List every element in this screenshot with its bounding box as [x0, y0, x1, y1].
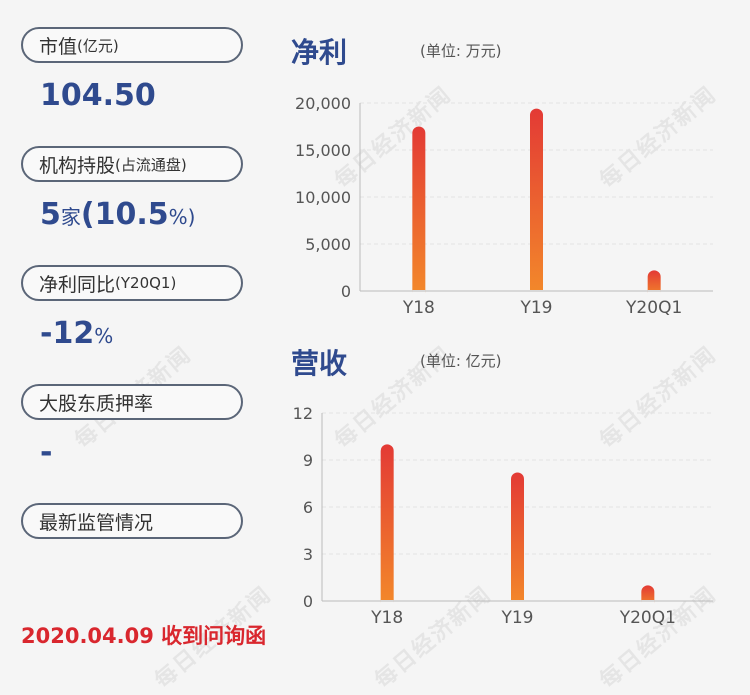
- institution-count-unit: 家: [60, 205, 81, 229]
- y-tick-label: 10,000: [295, 188, 351, 207]
- inquiry-notice: 2020.04.09 收到问询函: [21, 624, 267, 648]
- bar-base-mask: [380, 600, 394, 613]
- x-tick-label: Y18: [402, 298, 435, 318]
- x-tick-label: Y19: [519, 298, 552, 318]
- profit-yoy-label-text: 净利同比: [39, 273, 116, 296]
- profit-chart: 0 5,000 10,000 15,000 20,000 Y18 Y19 Y20Q1: [295, 94, 713, 318]
- bar-base-mask: [412, 290, 426, 303]
- institution-holding-label-sub: (占流通盘): [115, 155, 187, 174]
- institution-holding-label-text: 机构持股: [39, 154, 116, 177]
- regulation-status-label: 最新监管情况: [21, 503, 243, 539]
- market-cap-label-text: 市值: [39, 35, 78, 58]
- institution-percent: (10.5: [80, 197, 169, 232]
- profit-chart-unit: (单位: 万元): [420, 42, 502, 60]
- institution-count: 5: [40, 197, 61, 232]
- y-tick-label: 6: [303, 498, 313, 517]
- bar: [412, 126, 426, 298]
- x-tick-label: Y20Q1: [625, 298, 682, 318]
- pledge-ratio-number: -: [40, 435, 53, 470]
- profit-yoy-label: 净利同比 (Y20Q1): [21, 265, 243, 301]
- y-tick-label: 5,000: [305, 235, 351, 254]
- institution-holding-value: 5家(10.5%): [40, 197, 195, 232]
- bar-base-mask: [511, 600, 524, 613]
- revenue-chart-unit: (单位: 亿元): [420, 352, 502, 370]
- y-tick-label: 9: [303, 451, 313, 470]
- bar-base-mask: [530, 290, 543, 303]
- y-tick-label: 0: [341, 282, 351, 301]
- market-cap-label: 市值 (亿元): [21, 27, 243, 63]
- y-tick-label: 3: [303, 545, 313, 564]
- x-tick-label: Y19: [500, 608, 533, 628]
- profit-yoy-value: -12%: [40, 316, 113, 351]
- market-cap-value: 104.50: [40, 78, 156, 113]
- bar-base-mask: [647, 290, 661, 303]
- y-tick-label: 15,000: [295, 141, 351, 160]
- bar: [530, 108, 543, 298]
- y-tick-label: 12: [293, 404, 313, 423]
- profit-yoy-unit: %: [94, 324, 114, 348]
- bar-base-mask: [641, 600, 655, 613]
- revenue-chart-title: 营收: [291, 347, 348, 380]
- market-cap-label-sub: (亿元): [77, 36, 119, 55]
- market-cap-number: 104.50: [40, 78, 156, 113]
- profit-yoy-number: -12: [40, 316, 95, 351]
- revenue-chart: 0 3 6 9 12 Y18 Y19 Y20Q1: [293, 404, 713, 628]
- y-tick-label: 20,000: [295, 94, 351, 113]
- pledge-ratio-value: -: [40, 435, 52, 470]
- bar: [511, 472, 524, 608]
- profit-chart-title: 净利: [291, 36, 348, 69]
- y-tick-label: 0: [303, 592, 313, 611]
- pledge-ratio-label: 大股东质押率: [21, 384, 243, 420]
- institution-percent-unit: %): [168, 205, 196, 229]
- x-tick-label: Y18: [370, 608, 403, 628]
- pledge-ratio-label-text: 大股东质押率: [39, 392, 154, 415]
- charts-canvas: 0 5,000 10,000 15,000 20,000 Y18 Y19 Y20Q1 0 3 6 9…: [293, 94, 713, 628]
- bar: [380, 444, 394, 608]
- profit-yoy-label-sub: (Y20Q1): [115, 274, 177, 292]
- x-tick-label: Y20Q1: [619, 608, 676, 628]
- institution-holding-label: 机构持股 (占流通盘): [21, 146, 243, 182]
- regulation-status-label-text: 最新监管情况: [39, 511, 154, 534]
